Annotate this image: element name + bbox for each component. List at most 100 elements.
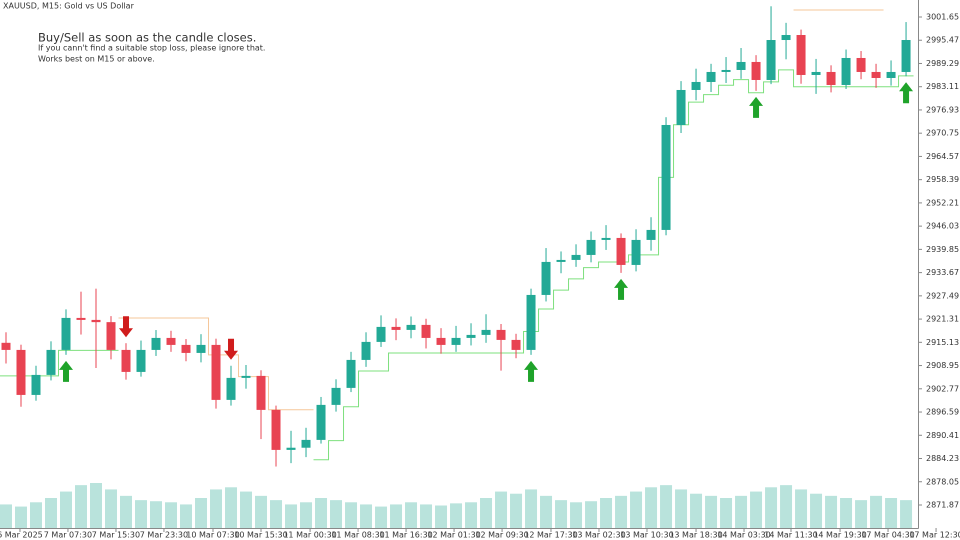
chart-title: XAUUSD, M15: Gold vs US Dollar bbox=[3, 2, 135, 11]
candle-body bbox=[46, 349, 56, 375]
candle-body bbox=[136, 349, 146, 372]
candle-body bbox=[16, 349, 26, 395]
x-tick-label: 14 Mar 11:30 bbox=[764, 531, 817, 540]
volume-bar bbox=[720, 498, 733, 528]
x-tick-label: 13 Mar 10:30 bbox=[620, 531, 673, 540]
candle-body bbox=[451, 337, 461, 345]
signal-layer bbox=[59, 82, 914, 382]
y-tick-label: 2983.11 bbox=[926, 82, 959, 91]
sell-arrow bbox=[224, 338, 239, 360]
volume-bar bbox=[765, 487, 778, 528]
candle-body bbox=[721, 69, 731, 72]
buy-arrow bbox=[749, 96, 764, 118]
annotation: If you cann't find a suitable stop loss,… bbox=[38, 44, 265, 53]
annotation: Buy/Sell as soon as the candle closes. bbox=[38, 31, 256, 45]
buy-arrow bbox=[59, 360, 74, 382]
volume-bar bbox=[810, 493, 823, 528]
volume-bar bbox=[315, 498, 328, 528]
volume-bar bbox=[615, 495, 628, 528]
candle-body bbox=[541, 261, 551, 295]
volume-bar bbox=[45, 498, 58, 528]
x-tick-label: 6 Mar 2025 bbox=[0, 531, 43, 540]
y-tick-label: 2927.49 bbox=[926, 291, 959, 300]
volume-bar bbox=[465, 502, 478, 528]
candle-body bbox=[166, 337, 176, 345]
volume-bar bbox=[450, 503, 463, 528]
volume-bar bbox=[540, 495, 553, 528]
volume-bar bbox=[255, 495, 268, 528]
candle-body bbox=[1, 342, 11, 350]
x-tick-label: 11 Mar 00:30 bbox=[283, 531, 336, 540]
volume-bar bbox=[135, 500, 148, 528]
candle-body bbox=[346, 359, 356, 388]
volume-bar bbox=[300, 502, 313, 528]
volume-bar bbox=[375, 506, 388, 528]
candle-body bbox=[151, 337, 161, 350]
y-tick-label: 2915.13 bbox=[926, 338, 959, 347]
candle-body bbox=[256, 375, 266, 410]
volume-bar bbox=[330, 500, 343, 528]
volume-bar bbox=[435, 505, 448, 528]
volume-bar bbox=[675, 489, 688, 528]
volume-bar bbox=[270, 500, 283, 528]
candle-body bbox=[736, 61, 746, 70]
x-tick-label: 12 Mar 17:30 bbox=[524, 531, 577, 540]
volume-bar bbox=[855, 500, 868, 528]
y-tick-label: 2995.47 bbox=[926, 36, 959, 45]
volume-bar bbox=[555, 500, 568, 528]
volume-bar bbox=[60, 491, 73, 528]
candle-body bbox=[391, 326, 401, 330]
candle-body bbox=[586, 239, 596, 255]
y-tick-label: 2908.95 bbox=[926, 361, 959, 370]
y-tick-label: 2952.21 bbox=[926, 198, 959, 207]
x-tick-label: 14 Mar 03:30 bbox=[717, 531, 770, 540]
stop-line bbox=[313, 69, 914, 461]
volume-bar bbox=[825, 495, 838, 528]
volume-bar bbox=[360, 504, 373, 528]
x-tick-label: 10 Mar 07:30 bbox=[186, 531, 239, 540]
axis-layer: 3001.65 2995.47 2989.29 2983.11 2976.93 2970.… bbox=[0, 12, 960, 539]
volume-layer bbox=[0, 483, 913, 528]
x-tick-label: 7 Mar 23:30 bbox=[140, 531, 188, 540]
y-tick-label: 2896.59 bbox=[926, 408, 959, 417]
y-tick-label: 2921.31 bbox=[926, 315, 959, 324]
x-tick-label: 14 Mar 19:30 bbox=[813, 531, 866, 540]
volume-bar bbox=[585, 501, 598, 528]
candle-body bbox=[76, 317, 86, 320]
buy-arrow bbox=[614, 278, 629, 300]
volume-bar bbox=[390, 504, 403, 528]
candle-body bbox=[676, 89, 686, 125]
volume-bar bbox=[240, 491, 253, 528]
candle-body bbox=[646, 229, 656, 240]
volume-bar bbox=[0, 504, 13, 528]
candle-body bbox=[316, 404, 326, 440]
candle-body bbox=[571, 254, 581, 260]
candle-body bbox=[226, 377, 236, 400]
volume-bar bbox=[345, 502, 358, 528]
candle-body bbox=[211, 344, 221, 400]
candle-body bbox=[691, 81, 701, 90]
candle-body bbox=[841, 57, 851, 85]
y-tick-label: 2946.03 bbox=[926, 222, 959, 231]
candle-body bbox=[796, 35, 806, 75]
candle-body bbox=[856, 57, 866, 72]
volume-bar bbox=[510, 493, 523, 528]
candle-body bbox=[511, 339, 521, 350]
volume-bar bbox=[645, 487, 658, 528]
candle-body bbox=[271, 409, 281, 450]
y-tick-label: 2939.85 bbox=[926, 245, 959, 254]
candle-body bbox=[466, 334, 476, 338]
volume-bar bbox=[105, 489, 118, 528]
y-tick-label: 2958.39 bbox=[926, 175, 959, 184]
x-tick-label: 13 Mar 18:30 bbox=[669, 531, 722, 540]
candle-body bbox=[196, 344, 206, 353]
candle-body bbox=[361, 341, 371, 360]
volume-bar bbox=[30, 502, 43, 528]
buy-arrow bbox=[899, 82, 914, 104]
volume-bar bbox=[405, 502, 418, 528]
candle-body bbox=[556, 259, 566, 262]
y-tick-label: 2989.29 bbox=[926, 59, 959, 68]
